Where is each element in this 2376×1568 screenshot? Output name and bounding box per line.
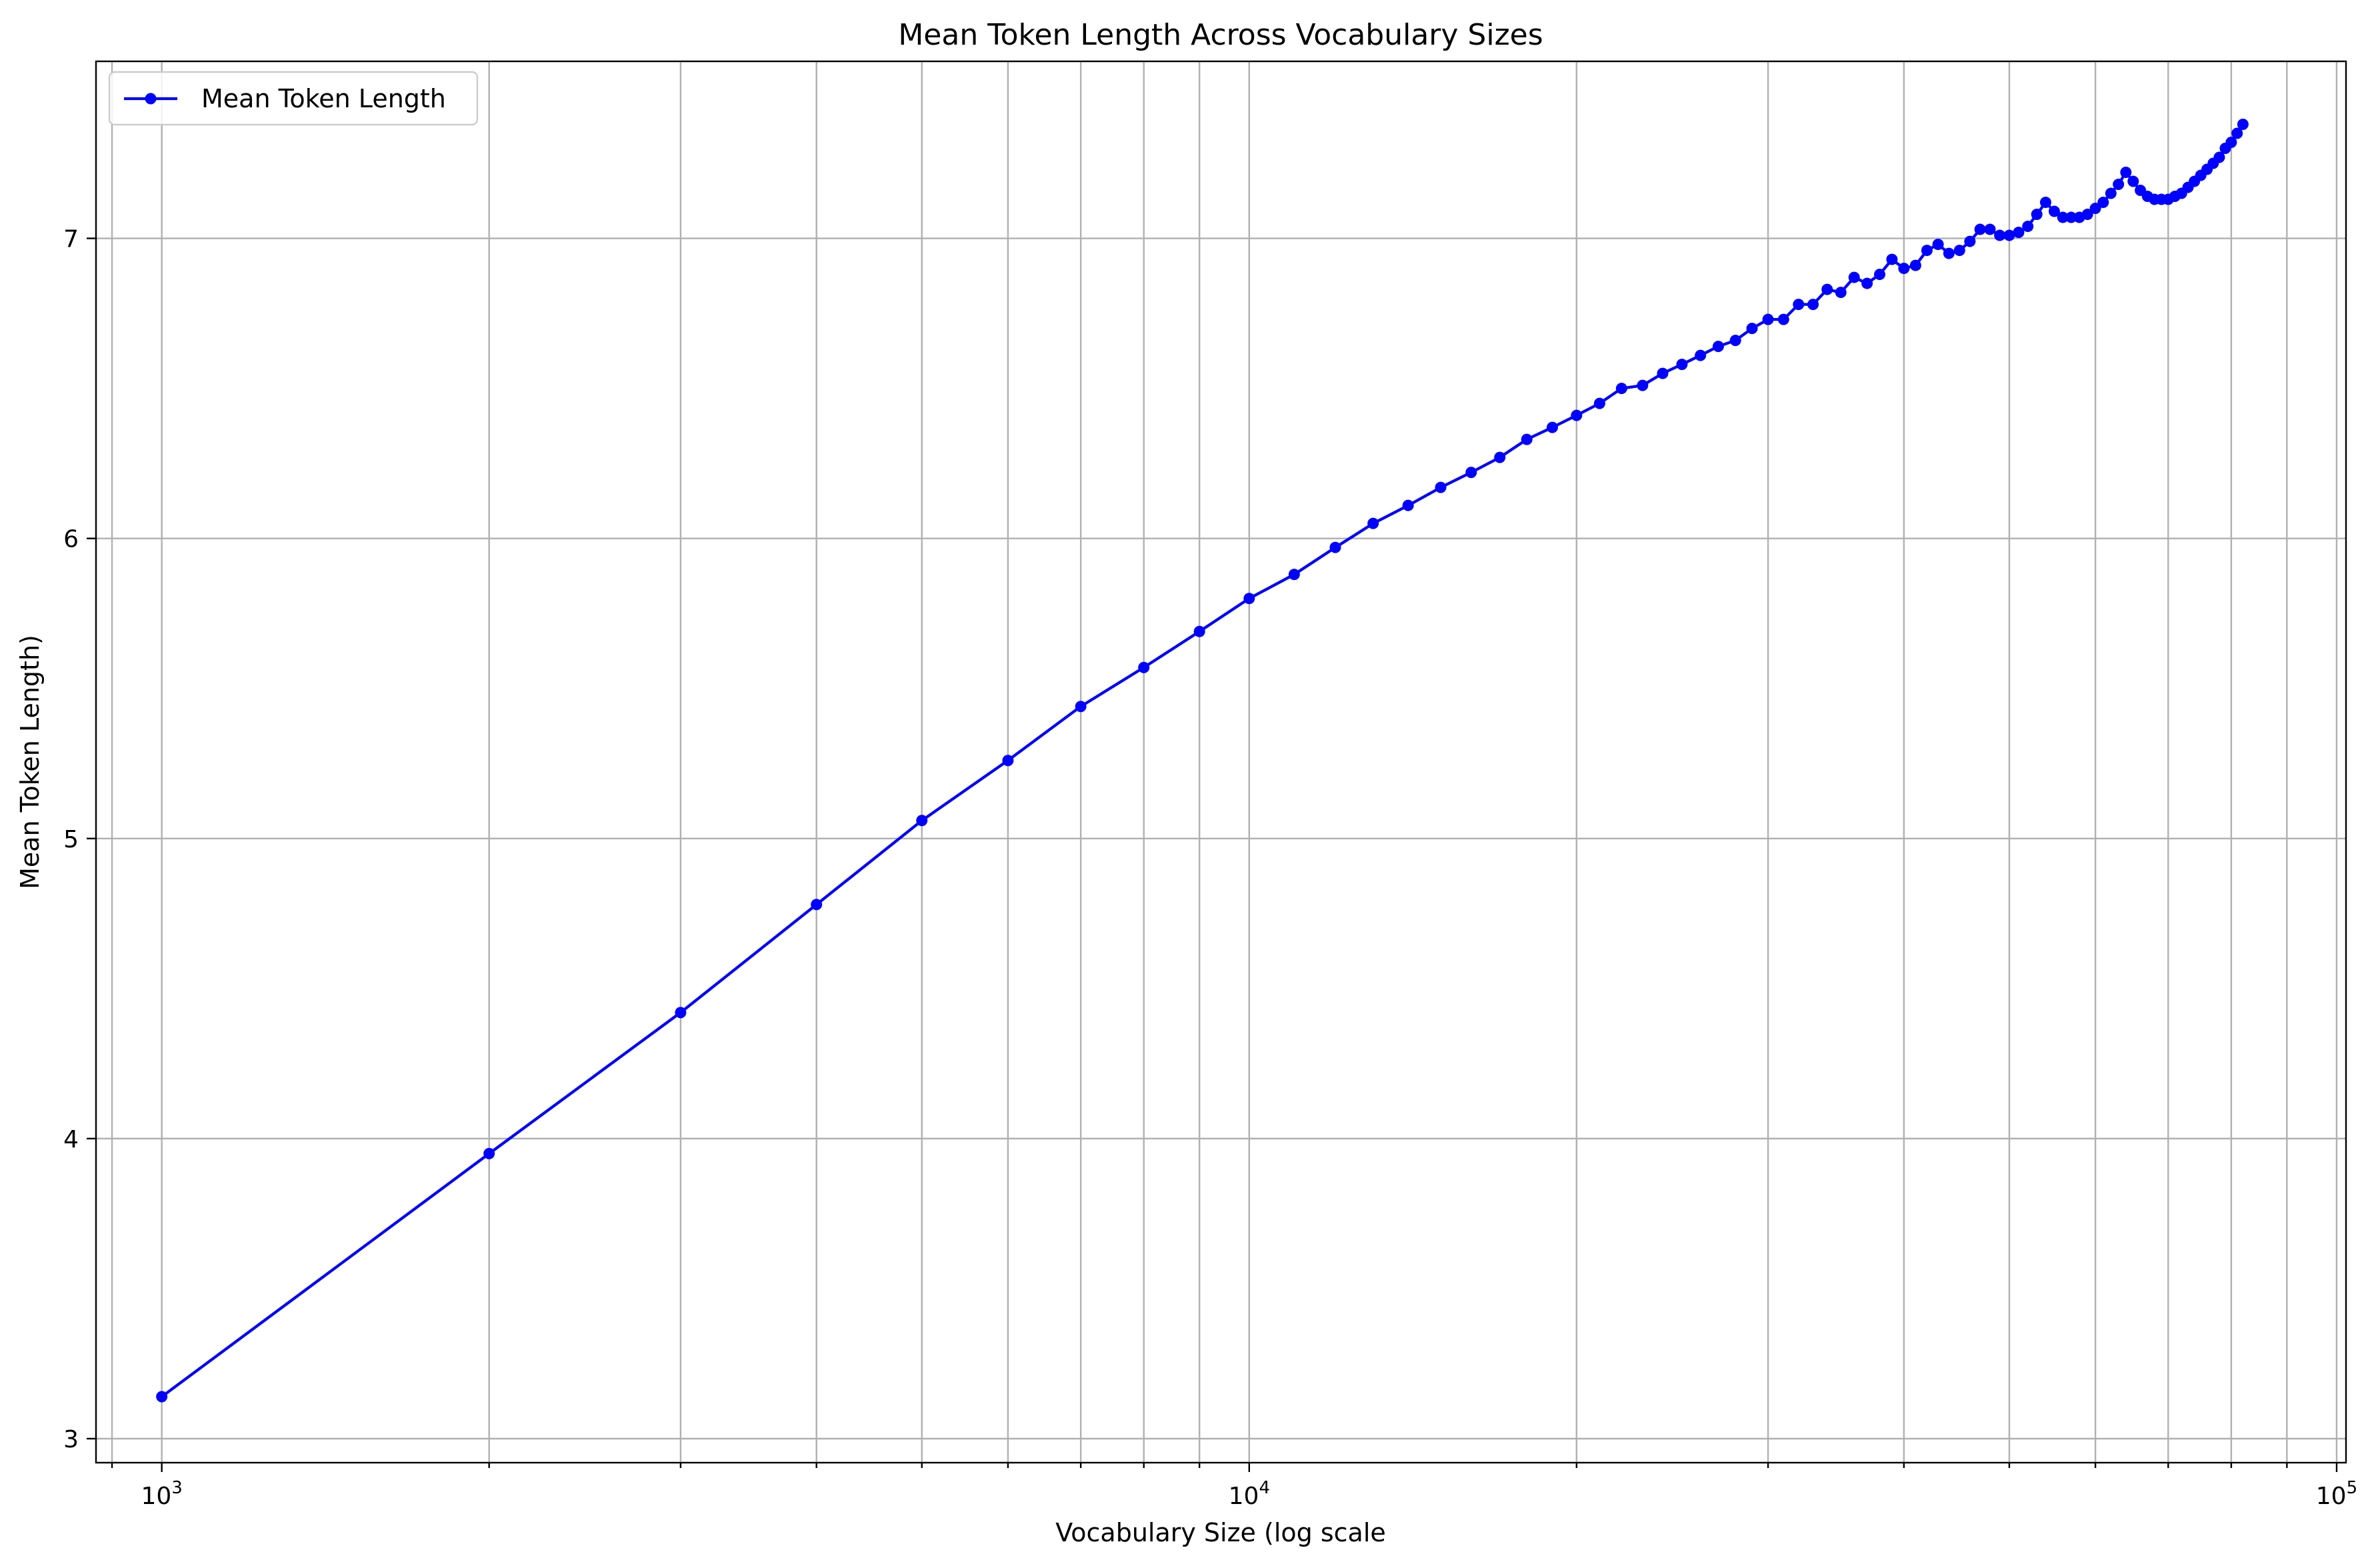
data-point [2003,229,2015,241]
data-point [1002,755,1014,767]
data-point [2022,221,2034,233]
data-point [1898,263,1910,275]
plot-frame [95,60,2347,1464]
y-gridlines [96,237,2346,1440]
y-axis-ticks: 3 4 5 6 7 [63,226,96,1453]
y-axis-label: Mean Token Length) [15,635,45,889]
data-point [2105,187,2117,199]
data-point [1547,421,1559,433]
data-point [1435,481,1447,493]
data-point [1953,245,1965,257]
data-point [1909,259,1921,271]
data-point [1288,569,1300,581]
data-point [1243,593,1255,605]
x-tick-label-exponent: 4 [1259,1478,1270,1498]
data-point [916,815,928,827]
data-point [1138,661,1150,673]
x-tick-label-base: 10 [141,1483,171,1510]
chart-title: Mean Token Length Across Vocabulary Size… [898,18,1543,52]
y-tick-label: 3 [63,1426,79,1453]
data-point [1676,359,1688,371]
x-gridlines [111,61,2338,1463]
x-axis-ticks: 103 104 105 [111,1463,2357,1510]
x-tick-label: 105 [2316,1478,2357,1510]
data-point [1712,341,1724,353]
data-point [2225,137,2237,149]
data-point [2081,209,2093,221]
legend: Mean Token Length [108,71,479,126]
data-point [2237,119,2249,131]
data-point [2065,211,2077,223]
data-point [1746,323,1758,335]
data-point [811,899,823,911]
data-point [483,1147,495,1159]
data-point [1075,701,1087,713]
data-point [2031,209,2043,221]
data-point [1974,223,1986,235]
data-point [1921,245,1933,257]
data-point [1193,625,1205,637]
data-point [1874,269,1886,281]
legend-label: Mean Token Length [201,84,446,113]
data-point [2127,175,2139,187]
legend-marker-swatch [145,93,157,105]
y-tick-label: 5 [63,826,79,853]
data-point [1695,349,1707,361]
data-point [1943,247,1955,259]
x-tick-label: 104 [1229,1478,1270,1510]
data-point [675,1007,687,1019]
x-tick-label-exponent: 5 [2347,1478,2358,1498]
y-tick-label: 7 [63,226,79,253]
y-tick-label: 6 [63,526,79,553]
data-point [1465,467,1477,479]
data-point [1494,451,1506,463]
data-point [1571,409,1583,421]
data-point [2048,205,2060,217]
data-point [2039,197,2051,209]
data-point [1657,367,1669,379]
x-tick-label-base: 10 [1229,1483,1259,1510]
series-layer [156,119,2249,1403]
data-point [1729,335,1741,347]
data-point [1593,397,1605,409]
y-tick-label: 4 [63,1126,79,1153]
data-point [1984,223,1996,235]
data-point [1886,253,1898,265]
data-point [2089,203,2101,215]
data-point [2013,227,2025,239]
data-point [1835,287,1847,299]
legend-box [108,71,479,126]
data-point [1793,299,1805,311]
data-point [2213,151,2225,163]
data-point [2120,167,2132,179]
x-axis-label: Vocabulary Size (log scale [1055,1518,1386,1547]
data-point [1637,379,1649,391]
data-point [2097,197,2109,209]
data-point [1521,433,1533,445]
data-point [1615,383,1627,395]
data-point [2057,211,2069,223]
data-point [1762,313,1774,325]
x-tick-label-base: 10 [2316,1483,2347,1510]
data-point [2113,179,2125,191]
data-point [1821,283,1833,295]
x-tick-label-exponent: 3 [171,1478,183,1498]
data-point [1367,517,1379,529]
data-point [2231,127,2243,139]
data-point [156,1391,168,1403]
data-point [1777,313,1789,325]
data-point [1807,299,1819,311]
data-point [1964,235,1976,247]
data-point [1994,229,2006,241]
x-tick-label: 103 [141,1478,182,1510]
data-point [1861,277,1873,289]
data-point [1329,541,1341,553]
data-point [1932,239,1944,251]
data-point [1848,271,1860,283]
data-point [1402,499,1414,511]
